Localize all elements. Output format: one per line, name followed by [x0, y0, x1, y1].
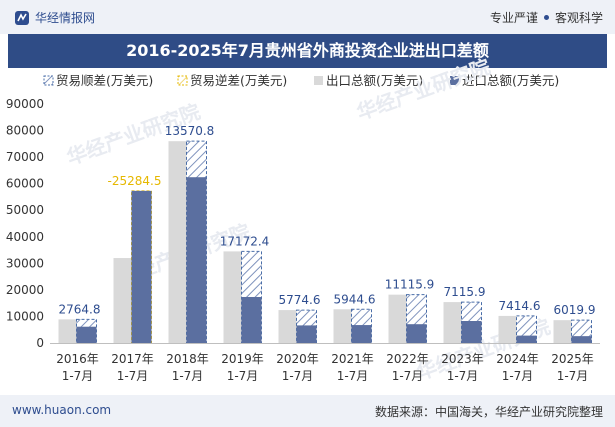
top-bar: 华经情报网 专业严谨 客观科学	[0, 0, 615, 34]
import-bar	[406, 324, 427, 343]
chart-title: 2016-2025年7月贵州省外商投资企业进出口差额	[126, 41, 489, 60]
x-tick-label: 2019年	[221, 352, 264, 366]
brand-logo-icon	[15, 10, 29, 25]
footer-source: 数据来源：中国海关，华经产业研究院整理	[374, 405, 603, 419]
legend-swatch	[450, 76, 459, 85]
y-tick-label: 60000	[6, 177, 44, 191]
brand-name: 华经情报网	[35, 11, 96, 25]
x-tick-label-sub: 1-7月	[227, 369, 259, 383]
x-tick-label-sub: 1-7月	[62, 369, 94, 383]
import-bar	[516, 335, 537, 343]
slogan-dot-icon	[543, 15, 549, 20]
y-tick-label: 70000	[6, 150, 44, 164]
balance-label: 6019.9	[554, 303, 596, 317]
export-bar	[58, 319, 79, 343]
export-bar	[278, 310, 299, 343]
y-tick-label: 90000	[6, 97, 44, 111]
import-bar	[296, 325, 317, 343]
balance-label: 13570.8	[165, 124, 215, 138]
x-tick-label-sub: 1-7月	[172, 369, 204, 383]
import-bar	[186, 177, 207, 343]
export-bar	[333, 309, 354, 343]
legend-label: 贸易逆差(万美元)	[190, 73, 287, 88]
legend-swatch	[314, 76, 323, 85]
legend-label: 进口总额(万美元)	[462, 73, 559, 88]
legend-label: 贸易顺差(万美元)	[56, 73, 153, 88]
export-bar	[498, 315, 519, 343]
brand[interactable]: 华经情报网	[14, 9, 95, 26]
y-tick-label: 30000	[6, 256, 44, 270]
footer-url[interactable]: www.huaon.com	[12, 403, 112, 417]
x-axis: 2016年 1-7月 2017年 1-7月 2018年 1-7月 2019年 1-7月 2020…	[50, 343, 600, 383]
slogan-left: 专业严谨	[489, 11, 538, 25]
x-tick-label: 2025年	[551, 352, 594, 366]
watermark-text: 华经产业研究院	[354, 54, 494, 124]
legend-swatch	[177, 75, 188, 86]
import-bar	[351, 325, 372, 343]
data-labels: 2764.8 -25284.5 13570.8 17172.4 5774.6 5944.6…	[59, 124, 596, 317]
x-tick-label: 2023年	[441, 352, 484, 366]
title-bar: 2016-2025年7月贵州省外商投资企业进出口差额	[8, 34, 607, 68]
balance-label: 5944.6	[334, 292, 376, 306]
x-tick-label: 2018年	[166, 352, 209, 366]
legend-swatch	[43, 75, 54, 86]
y-tick-label: 80000	[6, 124, 44, 138]
import-bar	[461, 321, 482, 343]
footer: www.huaon.com 数据来源：中国海关，华经产业研究院整理	[0, 395, 615, 427]
y-tick-label: 0	[36, 336, 44, 350]
y-tick-label: 10000	[6, 309, 44, 323]
balance-label: 17172.4	[220, 234, 270, 248]
x-tick-label-sub: 1-7月	[282, 369, 314, 383]
balance-label: 2764.8	[59, 302, 101, 316]
x-tick-label-sub: 1-7月	[337, 369, 369, 383]
x-tick-label: 2017年	[111, 352, 154, 366]
y-tick-label: 20000	[6, 283, 44, 297]
balance-label: -25284.5	[108, 174, 162, 188]
import-bar	[131, 190, 152, 343]
balance-label: 7115.9	[444, 285, 486, 299]
export-bar	[223, 251, 244, 343]
export-bar	[443, 302, 464, 343]
y-tick-label: 40000	[6, 230, 44, 244]
x-tick-label-sub: 1-7月	[447, 369, 479, 383]
export-bar	[553, 320, 574, 343]
slogan: 专业严谨 客观科学	[490, 9, 603, 26]
y-tick-label: 50000	[6, 203, 44, 217]
export-bar	[113, 258, 134, 343]
x-tick-label: 2016年	[56, 352, 99, 366]
balance-label: 7414.6	[499, 299, 541, 313]
x-tick-label: 2021年	[331, 352, 374, 366]
import-bar	[76, 326, 97, 343]
balance-label: 11115.9	[385, 278, 435, 292]
export-bar	[168, 141, 189, 343]
export-bar	[388, 294, 409, 343]
y-axis: 0 10000 20000 30000 40000 50000 60000 70000 8000…	[6, 97, 44, 350]
x-tick-label: 2024年	[496, 352, 539, 366]
x-tick-label-sub: 1-7月	[557, 369, 589, 383]
x-tick-label: 2020年	[276, 352, 319, 366]
legend: 贸易顺差(万美元) 贸易逆差(万美元) 出口总额(万美元) 进口总额(万美元)	[43, 73, 559, 88]
balance-label: 5774.6	[279, 293, 321, 307]
legend-label: 出口总额(万美元)	[326, 73, 423, 88]
x-tick-label: 2022年	[386, 352, 429, 366]
bars	[58, 140, 592, 344]
x-tick-label-sub: 1-7月	[502, 369, 534, 383]
x-tick-label-sub: 1-7月	[117, 369, 149, 383]
import-bar	[571, 336, 592, 343]
slogan-right: 客观科学	[554, 11, 603, 25]
x-tick-label-sub: 1-7月	[392, 369, 424, 383]
import-bar	[241, 296, 262, 343]
